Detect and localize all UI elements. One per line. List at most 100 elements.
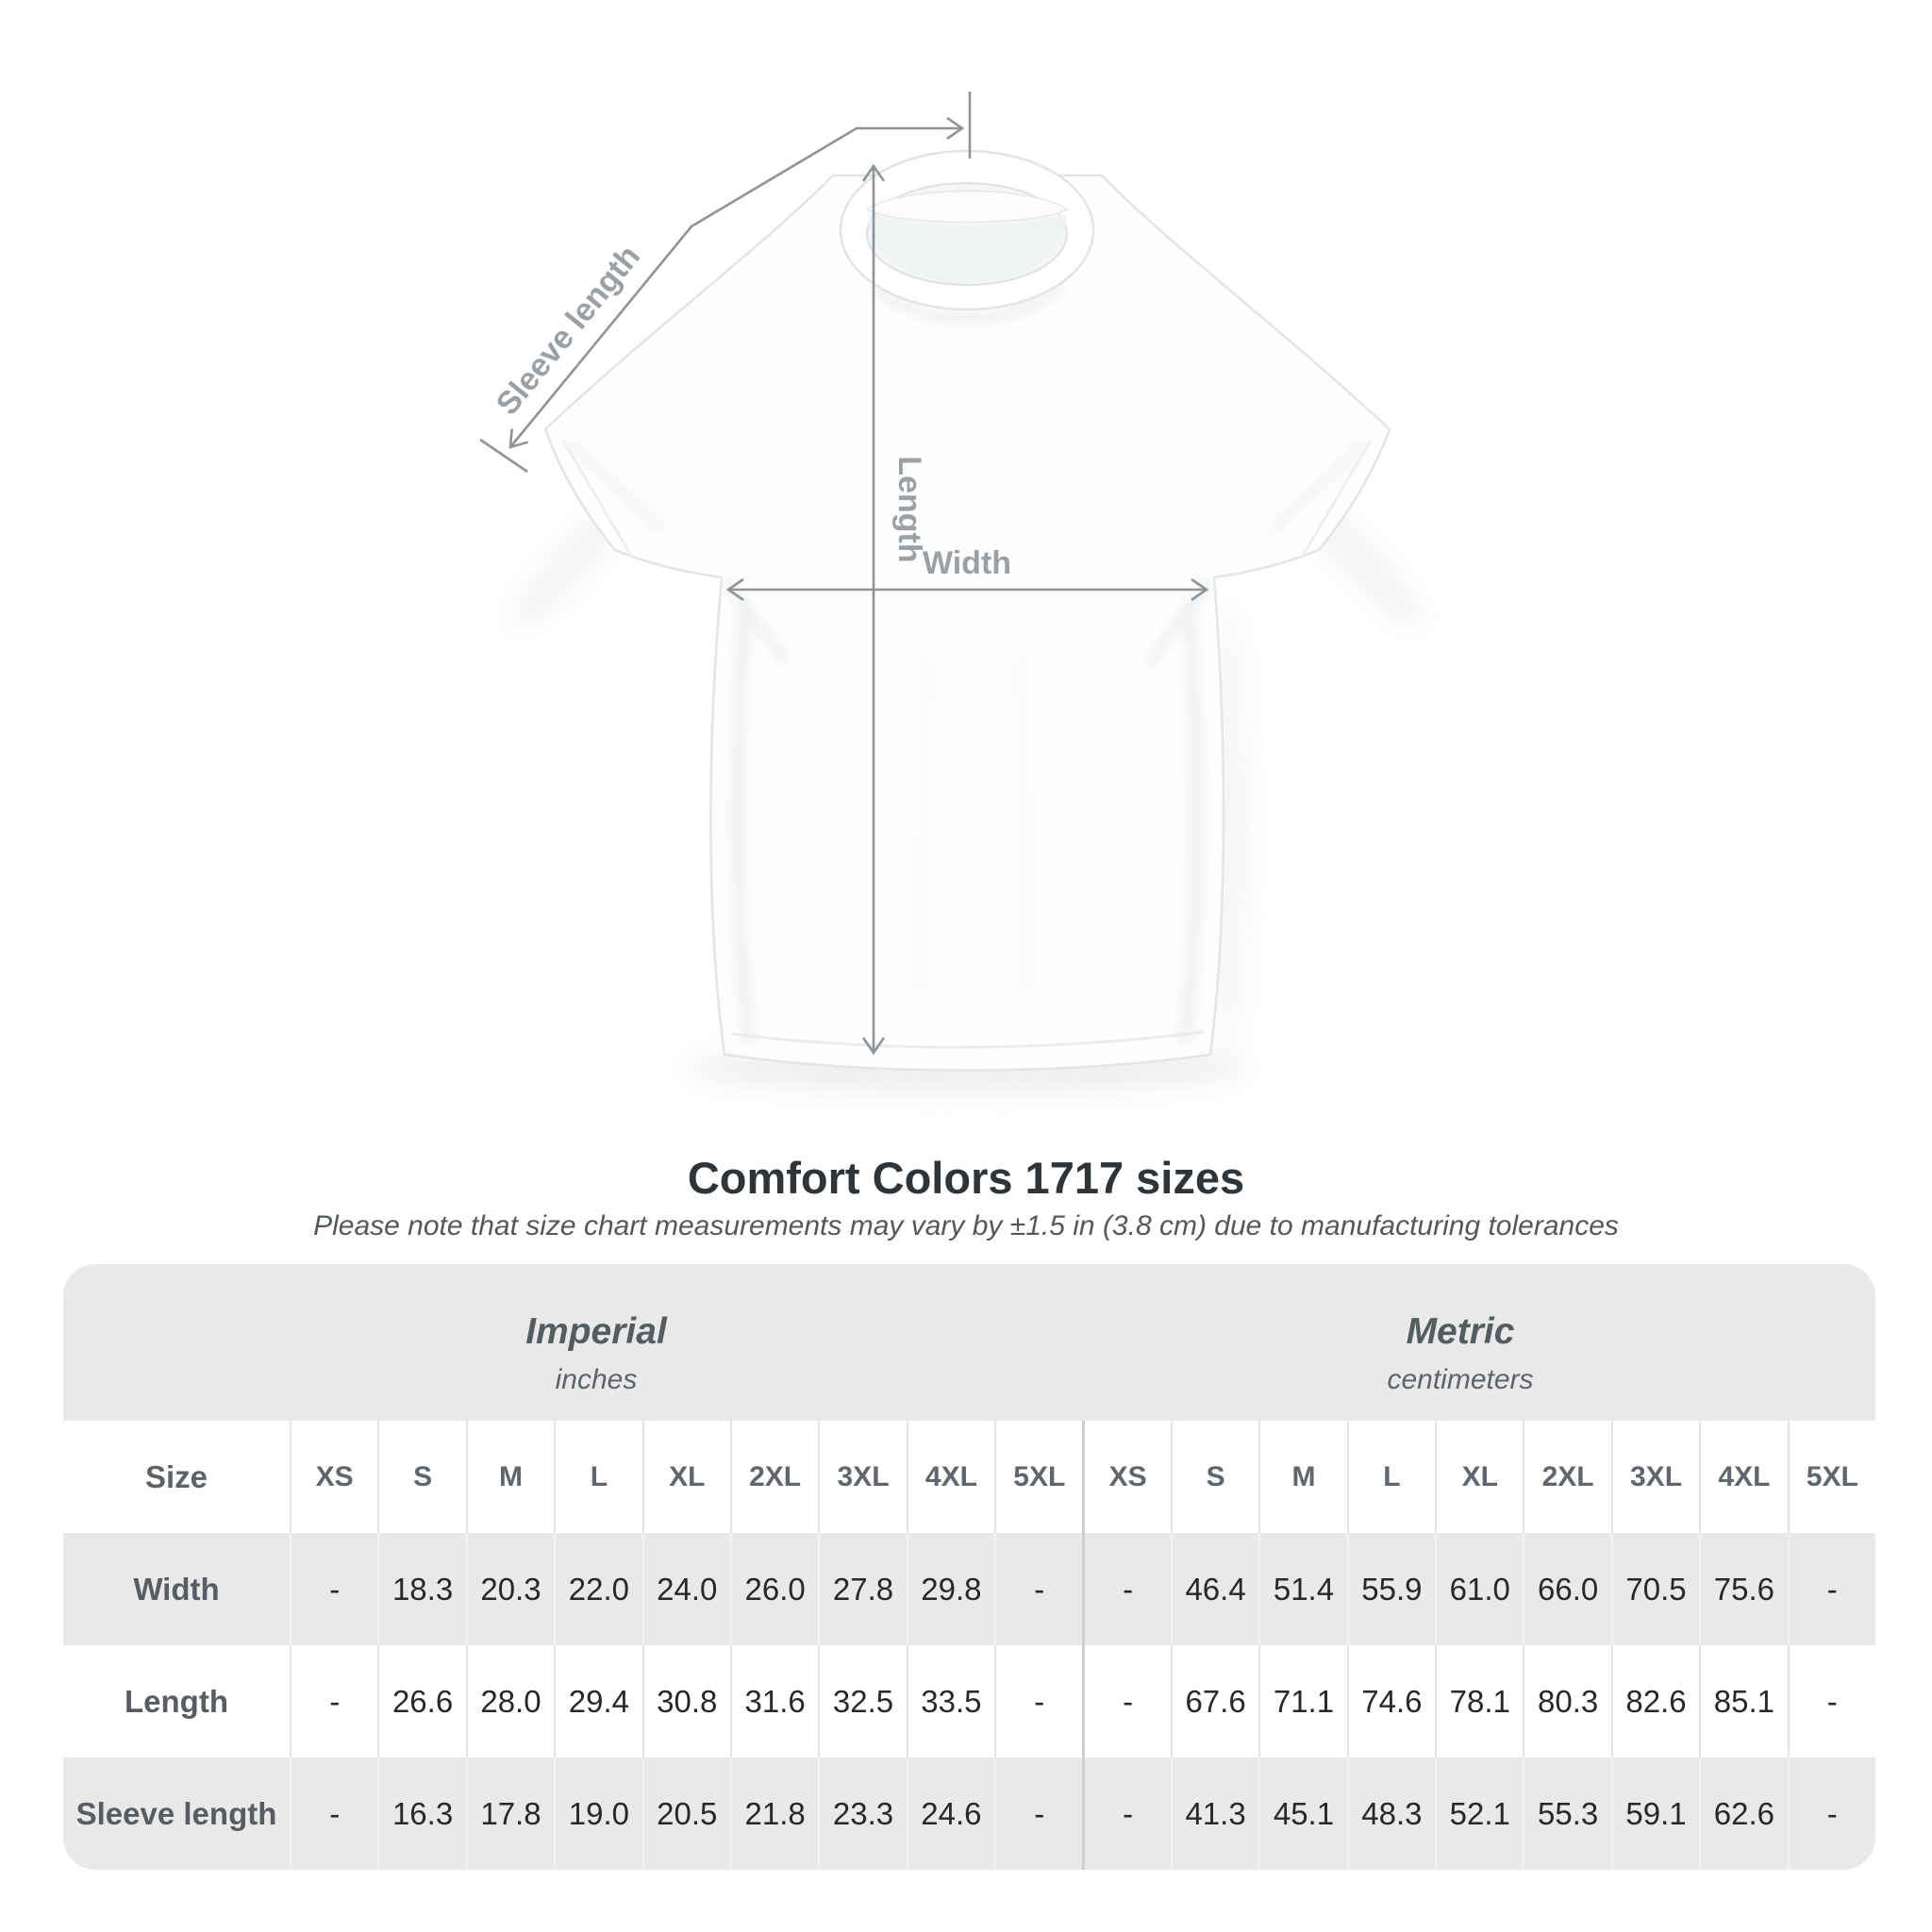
value-cell: 16.3 — [377, 1757, 465, 1870]
value-cell: - — [290, 1645, 377, 1757]
page-title: Comfort Colors 1717 sizes — [687, 1153, 1245, 1203]
row-label: Sleeve length — [75, 1795, 277, 1831]
value-cell: 21.8 — [729, 1757, 818, 1870]
row-label: Length — [125, 1683, 228, 1719]
header-cell: M — [1258, 1421, 1346, 1533]
value-cell: - — [994, 1757, 1082, 1870]
value-cell: 28.0 — [465, 1645, 554, 1757]
imperial-label: Imperial — [525, 1311, 667, 1352]
value-cell: 61.0 — [1435, 1533, 1523, 1645]
tshirt-illustration — [543, 149, 1391, 1072]
unit-header-band: Imperial inches Metric centimeters — [63, 1264, 1875, 1421]
value-cell: 29.8 — [906, 1533, 994, 1645]
sleeve-length-arrow — [508, 116, 965, 449]
sleeve-end-tick — [479, 438, 528, 474]
value-cell: - — [994, 1533, 1082, 1645]
header-cell: 5XL — [994, 1421, 1082, 1533]
value-cell: 29.4 — [554, 1645, 641, 1757]
tshirt-collar — [839, 149, 1095, 311]
value-cell: 23.3 — [818, 1757, 906, 1870]
size-column-header: Size — [144, 1458, 208, 1494]
value-cell: 62.6 — [1699, 1757, 1787, 1870]
metric-unit: centimeters — [1387, 1364, 1534, 1395]
value-cell: 45.1 — [1258, 1757, 1346, 1870]
value-cell: 19.0 — [554, 1757, 641, 1870]
header-cell: M — [465, 1421, 554, 1533]
value-cell: 52.1 — [1435, 1757, 1523, 1870]
value-cell: 75.6 — [1699, 1533, 1787, 1645]
header-cell: 4XL — [906, 1421, 994, 1533]
row-label: Width — [133, 1571, 220, 1607]
value-cell: 30.8 — [641, 1645, 730, 1757]
metric-label: Metric — [1406, 1311, 1515, 1352]
value-cell: 20.5 — [641, 1757, 730, 1870]
value-cell: 66.0 — [1523, 1533, 1610, 1645]
header-cell: S — [1170, 1421, 1258, 1533]
header-cell: 2XL — [729, 1421, 818, 1533]
header-cell: XL — [641, 1421, 730, 1533]
table-row-sleeve-length: Sleeve length - 16.3 17.8 19.0 20.5 21.8… — [63, 1757, 1875, 1870]
value-cell: 70.5 — [1610, 1533, 1699, 1645]
header-cell: XL — [1435, 1421, 1523, 1533]
header-cell: 3XL — [818, 1421, 906, 1533]
value-cell: 71.1 — [1258, 1645, 1346, 1757]
value-cell: 18.3 — [377, 1533, 465, 1645]
value-cell: - — [1082, 1533, 1170, 1645]
table-row-width: Width - 18.3 20.3 22.0 24.0 26.0 27.8 29… — [63, 1533, 1875, 1645]
value-cell: 59.1 — [1610, 1757, 1699, 1870]
value-cell: - — [994, 1645, 1082, 1757]
value-cell: - — [1787, 1533, 1875, 1645]
width-label: Width — [923, 545, 1011, 581]
value-cell: 27.8 — [818, 1533, 906, 1645]
value-cell: 78.1 — [1435, 1645, 1523, 1757]
value-cell: - — [1787, 1645, 1875, 1757]
value-cell: - — [290, 1757, 377, 1870]
value-cell: - — [290, 1533, 377, 1645]
header-cell: 5XL — [1787, 1421, 1875, 1533]
value-cell: 48.3 — [1346, 1757, 1435, 1870]
size-table: Imperial inches Metric centimeters Size … — [63, 1264, 1875, 1870]
imperial-unit: inches — [555, 1364, 638, 1395]
value-cell: 17.8 — [465, 1757, 554, 1870]
stitch-lines — [561, 440, 1373, 1049]
tolerance-note: Please note that size chart measurements… — [313, 1210, 1619, 1241]
header-cell: L — [554, 1421, 641, 1533]
value-cell: - — [1787, 1757, 1875, 1870]
table-row-length: Length - 26.6 28.0 29.4 30.8 31.6 32.5 3… — [63, 1645, 1875, 1757]
value-cell: 26.6 — [377, 1645, 465, 1757]
value-cell: 20.3 — [465, 1533, 554, 1645]
value-cell: 31.6 — [729, 1645, 818, 1757]
value-cell: 32.5 — [818, 1645, 906, 1757]
value-cell: 55.9 — [1346, 1533, 1435, 1645]
value-cell: 85.1 — [1699, 1645, 1787, 1757]
header-cell: XS — [290, 1421, 377, 1533]
value-cell: 22.0 — [554, 1533, 641, 1645]
value-cell: 67.6 — [1170, 1645, 1258, 1757]
value-cell: 74.6 — [1346, 1645, 1435, 1757]
header-cell: L — [1346, 1421, 1435, 1533]
size-header-row: Size XS S M L XL 2XL 3XL 4XL 5XL XS S M … — [63, 1421, 1875, 1533]
value-cell: - — [1082, 1645, 1170, 1757]
value-cell: 24.6 — [906, 1757, 994, 1870]
value-cell: 46.4 — [1170, 1533, 1258, 1645]
value-cell: 24.0 — [641, 1533, 730, 1645]
tshirt-measure-diagram: Sleeve length Length Width — [479, 92, 1424, 1092]
value-cell: 26.0 — [729, 1533, 818, 1645]
value-cell: 82.6 — [1610, 1645, 1699, 1757]
header-cell: S — [377, 1421, 465, 1533]
unit-group-metric: Metric centimeters — [1387, 1313, 1533, 1394]
value-cell: 33.5 — [906, 1645, 994, 1757]
unit-group-imperial: Imperial inches — [525, 1313, 667, 1394]
header-cell: 4XL — [1699, 1421, 1787, 1533]
header-cell: XS — [1082, 1421, 1170, 1533]
measurement-lines — [479, 92, 1209, 1056]
length-label: Length — [891, 456, 927, 562]
value-cell: 51.4 — [1258, 1533, 1346, 1645]
header-cell: 2XL — [1523, 1421, 1610, 1533]
header-cell: 3XL — [1610, 1421, 1699, 1533]
value-cell: 41.3 — [1170, 1757, 1258, 1870]
value-cell: - — [1082, 1757, 1170, 1870]
value-cell: 55.3 — [1523, 1757, 1610, 1870]
tshirt-diagram-svg: Sleeve length Length Width — [479, 92, 1424, 1092]
